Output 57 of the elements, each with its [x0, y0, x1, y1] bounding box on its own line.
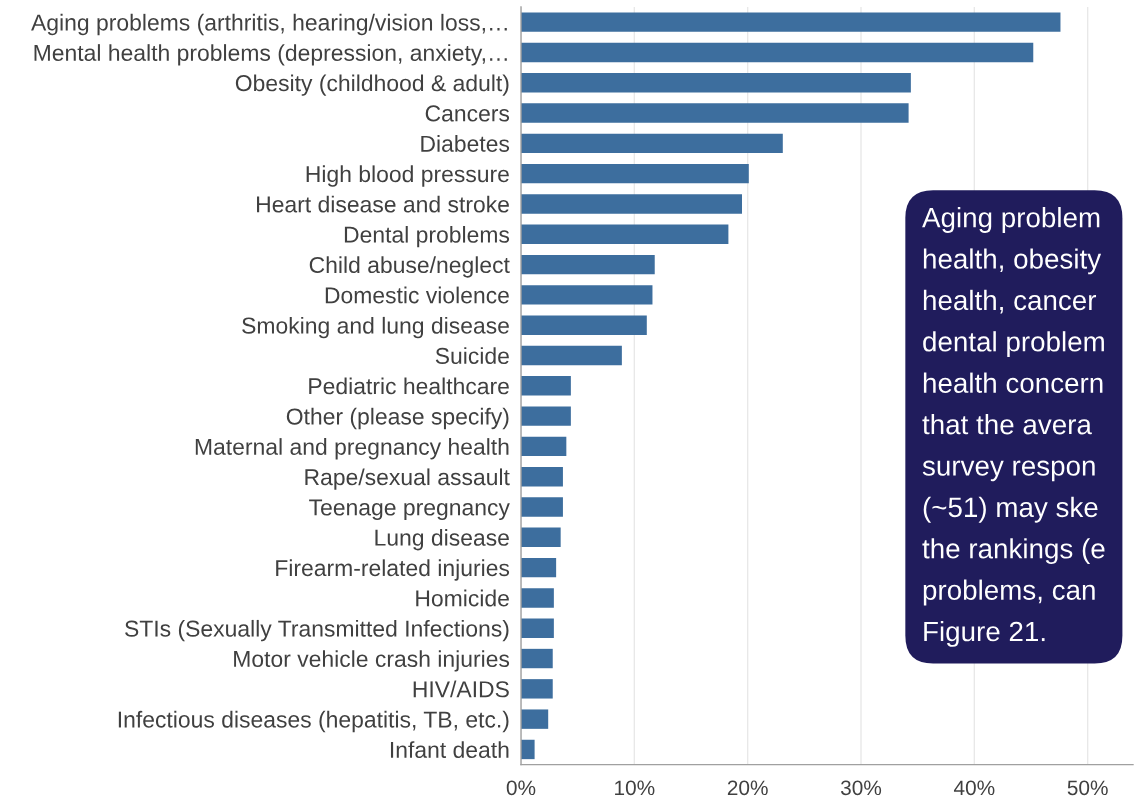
y-tick-label: Diabetes — [421, 135, 510, 152]
bar — [521, 315, 647, 335]
bar — [521, 42, 1034, 63]
y-tick-label: Other (please specify) — [286, 407, 509, 430]
y-tick-label: Aging problems (arthritis, hearing/vision loss,… — [31, 13, 507, 36]
y-tick-label: Firearm-related injuries — [276, 559, 510, 581]
y-tick-label: Infectious diseases (hepatitis, TB, etc.) — [118, 710, 509, 733]
bar — [521, 376, 571, 396]
bar — [521, 12, 1061, 32]
y-tick-label: Rape/sexual assault — [305, 468, 510, 490]
y-tick-label: Teenage pregnancy — [309, 499, 510, 521]
bar — [521, 588, 554, 608]
y-tick-label: Smoking and lung disease — [242, 316, 509, 339]
y-tick-label: Pediatric healthcare — [309, 377, 509, 395]
x-tick-label: 30% — [840, 780, 882, 796]
text: Aging problem health, obesity health, cancer dental problem health concern that the avera survey respon (~51) may ske the rankings (e problems, can Figure 21. — [922, 207, 1105, 647]
bar — [521, 739, 535, 760]
bar — [521, 163, 749, 184]
y-tick-label: Obesity (childhood & adult) — [235, 74, 509, 96]
bar — [521, 618, 554, 638]
y-tick-label: High blood pressure — [306, 165, 509, 187]
y-tick-label: Infant death — [390, 741, 509, 758]
x-tick-label: 50% — [1067, 780, 1108, 796]
y-tick-label: Domestic violence — [325, 286, 509, 304]
bar — [521, 467, 563, 487]
bar — [521, 557, 557, 578]
y-tick-label: Maternal and pregnancy health — [195, 438, 509, 460]
x-tick-label: 20% — [727, 780, 768, 796]
bar — [521, 436, 567, 457]
bar — [521, 103, 909, 123]
y-tick-label: Mental health problems (depression, anxiety,… — [34, 44, 507, 66]
bar — [521, 406, 571, 426]
y-tick-label: Dental problems — [344, 225, 510, 248]
bar — [521, 679, 553, 699]
bar — [521, 345, 622, 366]
x-tick-label: 10% — [615, 780, 655, 796]
x-tick-label: 0% — [506, 780, 536, 796]
y-tick-label: STIs (Sexually Transmitted Infections) — [125, 619, 509, 642]
y-tick-label: Child abuse/neglect — [309, 256, 510, 278]
y-tick-label: Suicide — [435, 347, 509, 365]
y-tick-label: Heart disease and stroke — [257, 195, 509, 213]
bar — [521, 133, 783, 154]
y-tick-label: Cancers — [425, 105, 510, 122]
x-tick-label: 40% — [953, 780, 995, 796]
bar — [521, 497, 563, 517]
bar — [521, 285, 653, 305]
bar — [521, 709, 549, 729]
bar — [521, 254, 655, 275]
y-tick-label: Lung disease — [375, 529, 509, 551]
y-tick-label: Motor vehicle crash injuries — [234, 650, 510, 672]
bar — [521, 527, 561, 548]
y-tick-label: Homicide — [416, 589, 509, 607]
bar — [521, 648, 553, 669]
bar — [521, 73, 911, 93]
bar — [521, 194, 742, 214]
y-tick-label: HIV/AIDS — [413, 680, 509, 698]
bar — [521, 224, 729, 244]
